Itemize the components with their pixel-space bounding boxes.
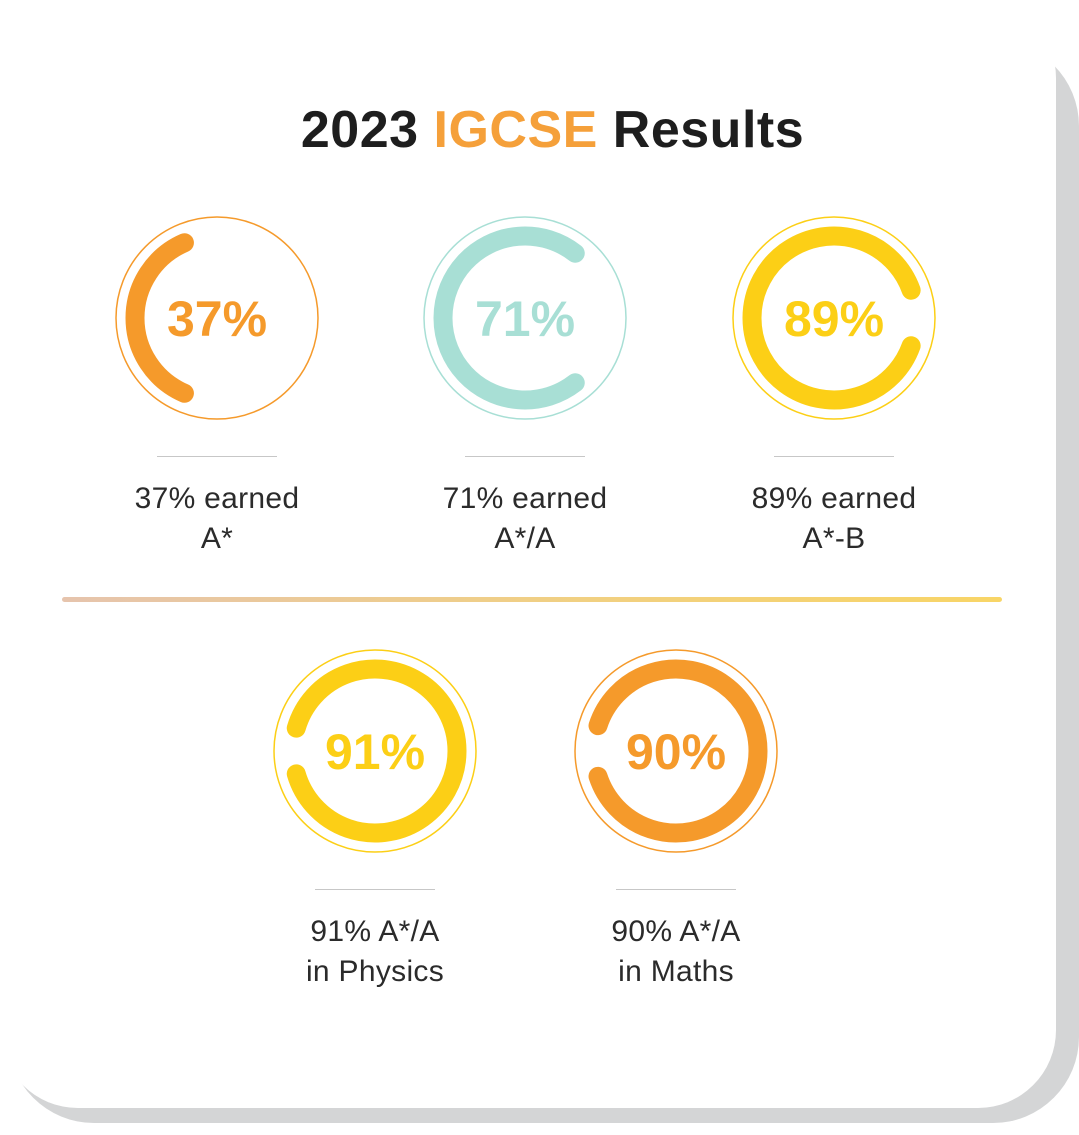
stat-a-star-b-outline [732, 216, 936, 420]
stat-a-star-arc [125, 233, 194, 403]
stat-a-star-a-ring: 71% [423, 216, 627, 420]
stat-a-star-caption-line: A* [200, 522, 234, 555]
stat-a-star-caption: 37% earned A* [67, 479, 367, 559]
title-accent: IGCSE [433, 101, 598, 159]
page-title: 2023 IGCSE Results [0, 98, 1079, 162]
stat-physics-caption-line: in Physics [305, 955, 445, 988]
stat-maths-ring: 90% [574, 649, 778, 853]
stat-maths-caption-line: 90% A*/A [611, 915, 741, 948]
stat-maths-caption-line: in Maths [618, 955, 734, 988]
stat-maths-rule [616, 889, 736, 890]
stat-physics-rule [315, 889, 435, 890]
stat-physics-caption-line: 91% A*/A [310, 915, 440, 948]
stat-a-star-a: 71% 71% earned A*/A [375, 215, 675, 575]
stat-a-star-b-ring: 89% [732, 216, 936, 420]
stat-a-star: 37% 37% earned A* [67, 215, 367, 575]
stat-a-star-a-outline [423, 216, 627, 420]
stat-a-star-a-rule [465, 456, 585, 457]
stat-maths-arc [588, 659, 768, 843]
stat-physics-caption: 91% A*/A in Physics [225, 912, 525, 992]
title-year: 2023 [300, 101, 419, 159]
stat-a-star-rule [157, 456, 277, 457]
stat-maths: 90% 90% A*/A in Maths [526, 648, 826, 1008]
stat-a-star-b-arc [742, 226, 921, 410]
stat-maths-value-label: 90% [626, 724, 726, 780]
stat-a-star-b: 89% 89% earned A*-B [684, 215, 984, 575]
stat-a-star-value-label: 37% [167, 291, 267, 347]
section-divider [62, 597, 1002, 602]
stat-physics: 91% 91% A*/A in Physics [225, 648, 525, 1008]
stat-a-star-a-value-label: 71% [475, 291, 575, 347]
stat-physics-value-label: 91% [325, 724, 425, 780]
stat-a-star-outline [115, 216, 319, 420]
stat-a-star-b-caption-line: A*-B [802, 522, 866, 555]
stat-physics-ring: 91% [273, 649, 477, 853]
stat-a-star-ring: 37% [115, 216, 319, 420]
stat-a-star-b-caption-line: 89% earned [751, 482, 917, 515]
stat-a-star-caption-line: 37% earned [134, 482, 300, 515]
stat-a-star-b-caption: 89% earned A*-B [684, 479, 984, 559]
stat-a-star-a-caption: 71% earned A*/A [375, 479, 675, 559]
results-card: 2023 IGCSE Results 37% 37% earned A* 71% 71… [62, 101, 1002, 1008]
stat-a-star-a-caption-line: 71% earned [442, 482, 608, 515]
stat-a-star-a-arc [433, 226, 585, 410]
title-suffix: Results [612, 101, 805, 159]
stat-physics-arc [286, 659, 467, 843]
stat-physics-outline [273, 649, 477, 853]
stat-a-star-b-rule [774, 456, 894, 457]
stat-a-star-b-value-label: 89% [784, 291, 884, 347]
stat-maths-outline [574, 649, 778, 853]
stat-maths-caption: 90% A*/A in Maths [526, 912, 826, 992]
stat-a-star-a-caption-line: A*/A [494, 522, 556, 555]
